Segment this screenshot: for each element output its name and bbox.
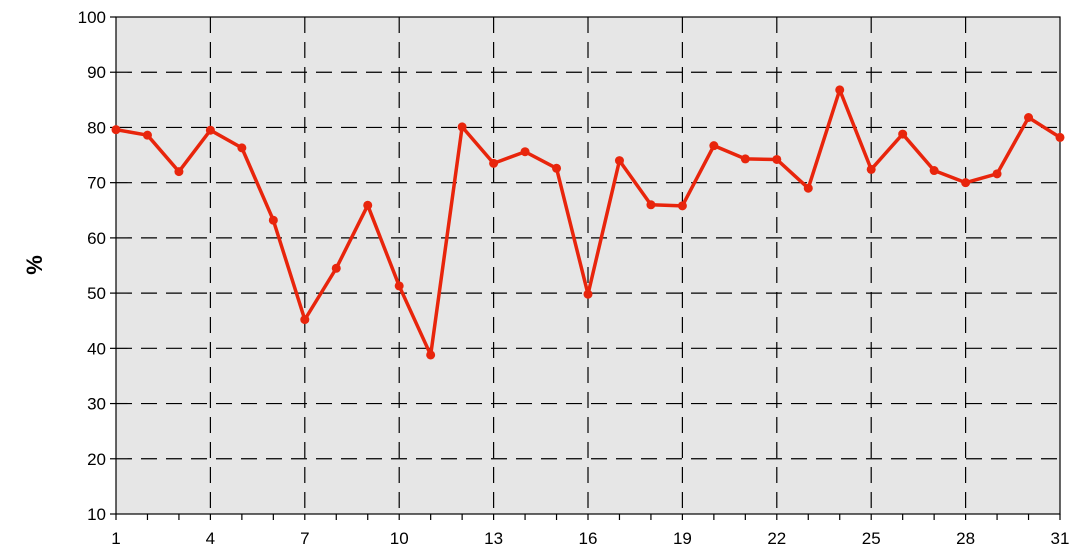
- plot-area: [115, 16, 1061, 515]
- y-tick-label: 80: [87, 118, 106, 137]
- data-point: [300, 315, 310, 325]
- data-point: [961, 178, 971, 188]
- data-point: [992, 169, 1002, 179]
- data-point: [1024, 113, 1034, 123]
- data-point: [866, 164, 876, 174]
- data-point: [363, 200, 373, 210]
- data-point: [174, 167, 184, 177]
- data-point: [1055, 132, 1065, 142]
- data-point: [583, 289, 593, 299]
- data-point: [489, 158, 499, 168]
- data-point: [614, 156, 624, 166]
- x-tick-label: 4: [206, 529, 215, 548]
- series-layer: [111, 85, 1065, 360]
- x-tick-label: 19: [673, 529, 692, 548]
- data-point: [646, 200, 656, 210]
- data-point: [835, 85, 845, 95]
- data-point: [520, 147, 530, 157]
- data-point: [142, 130, 152, 140]
- data-point: [268, 215, 278, 225]
- data-point: [331, 263, 341, 273]
- data-point: [929, 166, 939, 176]
- data-point: [457, 122, 467, 132]
- data-point: [205, 125, 215, 135]
- data-point: [237, 143, 247, 153]
- x-tick-label: 1: [111, 529, 120, 548]
- data-point: [898, 129, 908, 139]
- x-axis: 1 4 7 10 13 16 19 22 25 28 31: [111, 514, 1069, 548]
- y-tick-label: 40: [87, 339, 106, 358]
- y-tick-label: 30: [87, 395, 106, 414]
- data-point: [394, 281, 404, 291]
- y-tick-label: 100: [78, 8, 106, 27]
- data-point: [740, 154, 750, 164]
- data-point: [111, 125, 121, 135]
- x-tick-label: 25: [862, 529, 881, 548]
- x-tick-label: 13: [484, 529, 503, 548]
- y-tick-label: 60: [87, 229, 106, 248]
- y-tick-label: 50: [87, 284, 106, 303]
- data-point: [803, 183, 813, 193]
- x-tick-label: 7: [300, 529, 309, 548]
- y-axis: 10 20 30 40 50 60 70 80 90 100: [78, 8, 116, 524]
- data-point: [426, 350, 436, 360]
- data-point: [709, 141, 719, 151]
- data-point: [552, 163, 562, 173]
- y-tick-label: 20: [87, 450, 106, 469]
- y-tick-label: 70: [87, 174, 106, 193]
- y-tick-label: 10: [87, 505, 106, 524]
- x-tick-label: 28: [956, 529, 975, 548]
- x-tick-label: 16: [579, 529, 598, 548]
- x-tick-label: 31: [1051, 529, 1070, 548]
- data-point: [677, 201, 687, 211]
- y-tick-label: 90: [87, 63, 106, 82]
- gridlines: [116, 17, 1060, 514]
- x-tick-label: 10: [390, 529, 409, 548]
- x-tick-label: 22: [767, 529, 786, 548]
- y-axis-title: %: [22, 255, 47, 275]
- data-point: [772, 154, 782, 164]
